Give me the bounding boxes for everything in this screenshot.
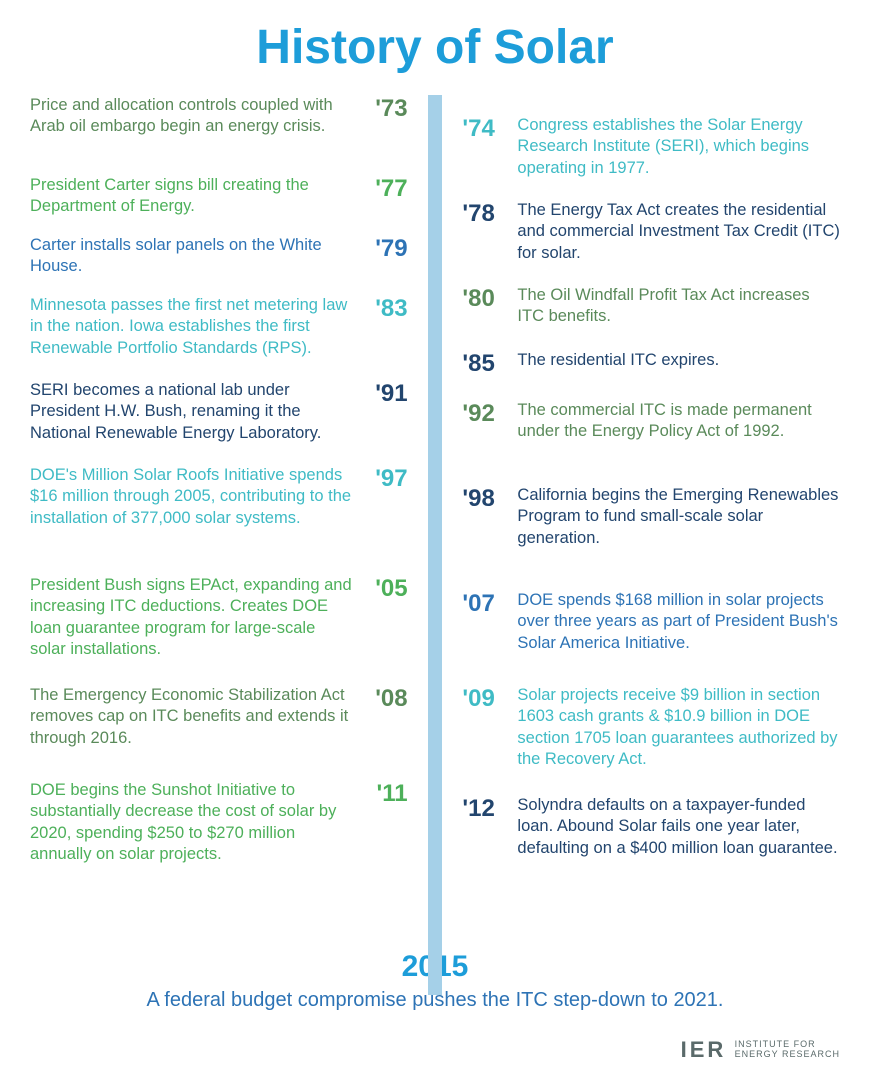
footer: IER INSTITUTE FOR ENERGY RESEARCH xyxy=(30,1037,840,1063)
footer-logo: IER xyxy=(681,1037,727,1062)
entry-year: '97 xyxy=(375,465,407,493)
entry-year: '77 xyxy=(375,175,407,203)
entry-text: The Energy Tax Act creates the residenti… xyxy=(517,200,840,264)
entry-year: '74 xyxy=(462,115,494,143)
timeline-entry: '08The Emergency Economic Stabilization … xyxy=(30,685,403,749)
entry-year: '09 xyxy=(462,685,494,713)
timeline-entry: '79Carter installs solar panels on the W… xyxy=(30,235,403,278)
timeline-entry: '98California begins the Emerging Renewa… xyxy=(467,485,840,549)
entry-text: President Bush signs EPAct, expanding an… xyxy=(30,575,353,661)
timeline-entry: '74Congress establishes the Solar Energy… xyxy=(467,115,840,179)
entry-year: '83 xyxy=(375,295,407,323)
entry-text: Solyndra defaults on a taxpayer-funded l… xyxy=(517,795,840,859)
timeline-entry: '73Price and allocation controls coupled… xyxy=(30,95,403,138)
timeline-entry: '11DOE begins the Sunshot Initiative to … xyxy=(30,780,403,866)
center-line xyxy=(428,95,442,995)
entry-text: DOE's Million Solar Roofs Initiative spe… xyxy=(30,465,353,529)
entry-year: '73 xyxy=(375,95,407,123)
timeline: '73 Price and allocation controls coupled… xyxy=(30,95,840,945)
entry-year: '78 xyxy=(462,200,494,228)
timeline-entry: '83Minnesota passes the first net meteri… xyxy=(30,295,403,359)
entry-text: DOE begins the Sunshot Initiative to sub… xyxy=(30,780,353,866)
timeline-entry: '92The commercial ITC is made permanent … xyxy=(467,400,840,443)
entry-text: Price and allocation controls coupled wi… xyxy=(30,95,353,138)
entry-year: '92 xyxy=(462,400,494,428)
page-title: History of Solar xyxy=(30,20,840,75)
entry-year: '79 xyxy=(375,235,407,263)
entry-text: Solar projects receive $9 billion in sec… xyxy=(517,685,840,771)
entry-year: '08 xyxy=(375,685,407,713)
timeline-entry: '78The Energy Tax Act creates the reside… xyxy=(467,200,840,264)
entry-year: '11 xyxy=(377,780,408,808)
entry-year: '07 xyxy=(462,590,494,618)
entry-year: '98 xyxy=(462,485,494,513)
entry-text: President Carter signs bill creating the… xyxy=(30,175,353,218)
entry-text: California begins the Emerging Renewable… xyxy=(517,485,840,549)
timeline-entry: '77President Carter signs bill creating … xyxy=(30,175,403,218)
entry-text: Congress establishes the Solar Energy Re… xyxy=(517,115,840,179)
entry-year: '80 xyxy=(462,285,494,313)
entry-text: SERI becomes a national lab under Presid… xyxy=(30,380,353,444)
entry-text: The residential ITC expires. xyxy=(517,350,840,371)
timeline-entry: '05President Bush signs EPAct, expanding… xyxy=(30,575,403,661)
entry-year: '12 xyxy=(462,795,494,823)
timeline-entry: '91SERI becomes a national lab under Pre… xyxy=(30,380,403,444)
entry-text: The Emergency Economic Stabilization Act… xyxy=(30,685,353,749)
entry-year: '85 xyxy=(462,350,494,378)
entry-text: The Oil Windfall Profit Tax Act increase… xyxy=(517,285,840,328)
entry-year: '91 xyxy=(375,380,407,408)
entry-text: DOE spends $168 million in solar project… xyxy=(517,590,840,654)
entry-text: Carter installs solar panels on the Whit… xyxy=(30,235,353,278)
entry-year: '05 xyxy=(375,575,407,603)
footer-sub: INSTITUTE FOR ENERGY RESEARCH xyxy=(735,1040,840,1060)
entry-text: The commercial ITC is made permanent und… xyxy=(517,400,840,443)
timeline-entry: '97DOE's Million Solar Roofs Initiative … xyxy=(30,465,403,529)
timeline-entry: '07DOE spends $168 million in solar proj… xyxy=(467,590,840,654)
timeline-entry: '09Solar projects receive $9 billion in … xyxy=(467,685,840,771)
timeline-entry: '85The residential ITC expires. xyxy=(467,350,840,371)
timeline-entry: '80The Oil Windfall Profit Tax Act incre… xyxy=(467,285,840,328)
timeline-entry: '12Solyndra defaults on a taxpayer-funde… xyxy=(467,795,840,859)
entry-text: Minnesota passes the first net metering … xyxy=(30,295,353,359)
